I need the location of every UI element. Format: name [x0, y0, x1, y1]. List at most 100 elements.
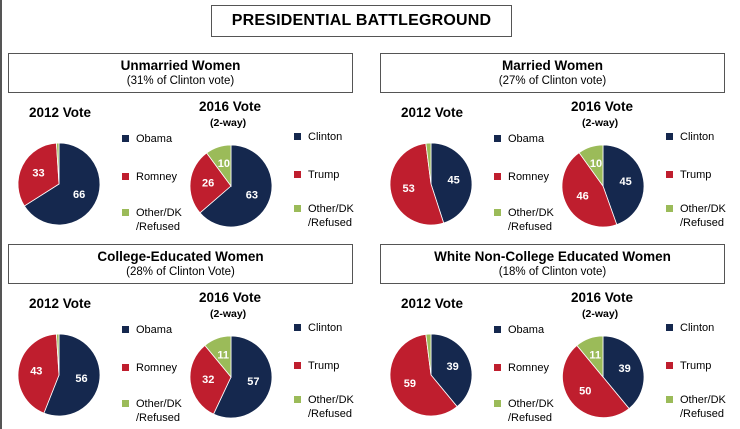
legend-label: Clinton: [680, 322, 715, 334]
pie-chart-2016: 45 46 10: [561, 144, 645, 228]
legend-swatch: [294, 133, 301, 140]
slice-value-label: 33: [32, 167, 44, 179]
vote-2016-title: 2016 Vote: [198, 99, 262, 114]
legend-item: Romney: [122, 361, 177, 375]
pie-slice: [189, 344, 232, 415]
page-title: PRESIDENTIAL BATTLEGROUND: [211, 5, 512, 37]
pie-chart-2012: 45 53: [389, 142, 473, 226]
legend-item: Trump: [666, 359, 711, 373]
pie-slice: [430, 333, 473, 408]
pie-slice: [17, 142, 60, 207]
legend-label: Clinton: [680, 131, 715, 143]
pie-slice: [389, 333, 458, 417]
segment-subtitle: (31% of Clinton vote): [126, 75, 235, 87]
legend-label: Other/DK /Refused: [308, 394, 354, 420]
segment-header: Married Women (27% of Clinton vote): [380, 53, 725, 93]
legend-swatch: [666, 324, 673, 331]
segment-header: White Non-College Educated Women (18% of …: [380, 244, 725, 284]
pie-chart-2012: 39 59: [389, 333, 473, 417]
legend-swatch: [122, 364, 129, 371]
pie-slice: [43, 333, 101, 417]
legend-swatch: [494, 400, 501, 407]
legend-item: Other/DK /Refused: [494, 397, 554, 425]
legend-swatch: [494, 173, 501, 180]
pie-chart-2016: 57 32 11: [189, 335, 273, 419]
legend-item: Obama: [122, 132, 172, 146]
vote-2012-title: 2012 Vote: [400, 296, 464, 311]
legend-item: Obama: [494, 132, 544, 146]
legend-item: Clinton: [294, 130, 342, 144]
vote-2016-title: 2016 Vote: [570, 99, 634, 114]
legend-item: Trump: [666, 168, 711, 182]
legend-label: Romney: [508, 171, 549, 183]
legend-label: Obama: [136, 133, 173, 145]
segment-title: Married Women: [501, 58, 604, 73]
pie-slice: [17, 333, 60, 414]
pie-slice: [425, 333, 432, 376]
segment-subtitle: (27% of Clinton vote): [498, 75, 607, 87]
legend-item: Other/DK /Refused: [294, 393, 354, 421]
legend-item: Other/DK /Refused: [666, 202, 726, 230]
legend-swatch: [294, 396, 301, 403]
pie-chart-2012: 56 43: [17, 333, 101, 417]
segment-panel: Unmarried Women (31% of Clinton vote) 2012…: [0, 53, 368, 238]
pie-slice: [430, 142, 473, 224]
vote-2012-title: 2012 Vote: [400, 105, 464, 120]
pie-slice: [56, 333, 60, 376]
legend-swatch: [666, 133, 673, 140]
legend-label: Other/DK /Refused: [680, 394, 726, 420]
slice-value-label: 63: [246, 189, 258, 201]
legend-item: Trump: [294, 168, 339, 182]
pie-chart-2016: 39 50 11: [562, 335, 645, 419]
legend-item: Romney: [122, 170, 177, 184]
vote-2012-title: 2012 Vote: [28, 105, 92, 120]
legend-item: Clinton: [666, 321, 714, 335]
segment-title: Unmarried Women: [120, 58, 241, 73]
slice-value-label: 32: [202, 374, 214, 386]
legend-label: Other/DK /Refused: [136, 207, 182, 233]
legend-label: Obama: [508, 133, 545, 145]
pie-slice: [204, 335, 232, 379]
pie-slice: [561, 152, 618, 228]
legend-item: Obama: [494, 323, 544, 337]
legend-item: Clinton: [294, 321, 342, 335]
pie-slice: [23, 142, 101, 226]
legend-label: Other/DK /Refused: [680, 203, 726, 229]
legend-swatch: [494, 135, 501, 142]
vote-2012-title: 2012 Vote: [28, 296, 92, 311]
legend-swatch: [294, 324, 301, 331]
legend-swatch: [494, 209, 501, 216]
two-way-label: (2-way): [210, 117, 247, 129]
legend-label: Trump: [680, 169, 712, 181]
legend-label: Obama: [136, 324, 173, 336]
two-way-label: (2-way): [582, 117, 619, 129]
segment-panel: College-Educated Women (28% of Clinton Vo…: [0, 244, 368, 429]
slice-value-label: 57: [247, 376, 259, 388]
slice-value-label: 39: [618, 363, 630, 375]
slice-value-label: 66: [73, 189, 85, 201]
pie-slice: [389, 142, 445, 226]
slice-value-label: 59: [404, 378, 416, 390]
legend-label: Romney: [508, 362, 549, 374]
legend-label: Other/DK /Refused: [508, 207, 554, 233]
legend-swatch: [494, 364, 501, 371]
legend-item: Other/DK /Refused: [122, 206, 182, 234]
legend-swatch: [122, 209, 129, 216]
legend-swatch: [122, 326, 129, 333]
legend-label: Trump: [308, 360, 340, 372]
legend-item: Other/DK /Refused: [494, 206, 554, 234]
pie-slice: [213, 335, 273, 419]
frame-border: [0, 0, 2, 429]
legend-label: Clinton: [308, 322, 343, 334]
slice-value-label: 26: [202, 177, 214, 189]
pie-slice: [602, 144, 645, 226]
segment-header: Unmarried Women (31% of Clinton vote): [8, 53, 353, 93]
pie-slice: [602, 335, 645, 410]
segment-subtitle: (18% of Clinton vote): [498, 266, 607, 278]
slice-value-label: 10: [590, 158, 602, 170]
slice-value-label: 53: [402, 183, 414, 195]
pie-slice: [576, 335, 604, 379]
two-way-label: (2-way): [582, 308, 619, 320]
legend-label: Romney: [136, 362, 177, 374]
segment-header: College-Educated Women (28% of Clinton Vo…: [8, 244, 353, 284]
